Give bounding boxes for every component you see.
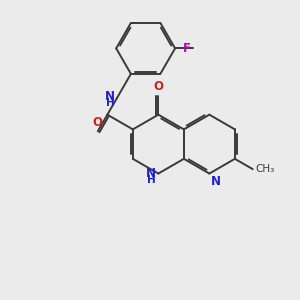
Text: O: O xyxy=(93,116,103,129)
Text: H: H xyxy=(106,98,115,108)
Text: O: O xyxy=(153,80,164,93)
Text: N: N xyxy=(211,175,221,188)
Text: N: N xyxy=(146,167,156,180)
Text: F: F xyxy=(182,42,190,55)
Text: CH₃: CH₃ xyxy=(255,164,274,174)
Text: N: N xyxy=(105,90,115,103)
Text: H: H xyxy=(147,175,156,185)
